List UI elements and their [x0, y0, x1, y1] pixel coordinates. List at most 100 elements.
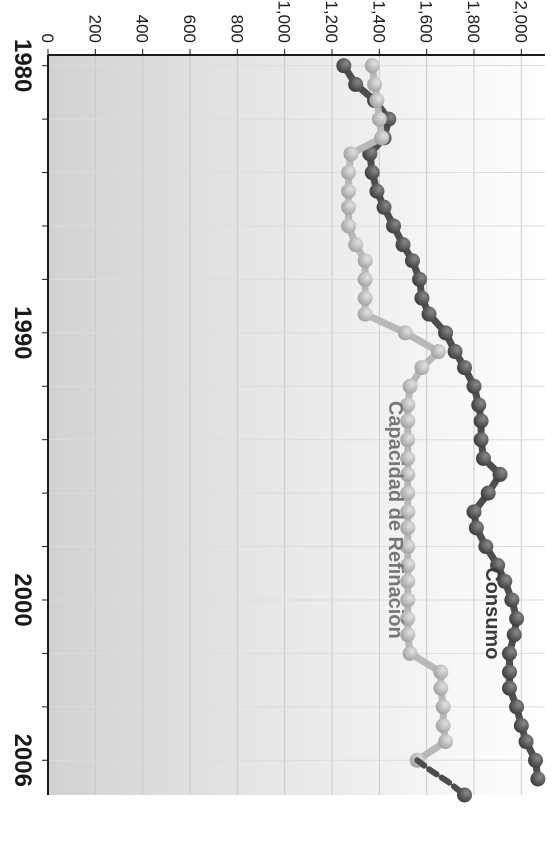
- data-point-consumo: [468, 520, 484, 536]
- data-point-capacidad: [357, 271, 373, 287]
- data-point-capacidad: [341, 183, 357, 199]
- data-point-consumo: [513, 718, 529, 734]
- data-point-consumo: [518, 734, 534, 750]
- data-point-consumo: [502, 645, 517, 661]
- data-point-capacidad: [431, 344, 446, 360]
- data-point-consumo: [457, 360, 473, 376]
- data-point-capacidad: [400, 413, 416, 429]
- data-point-consumo: [506, 627, 522, 643]
- data-point-capacidad: [341, 199, 357, 215]
- data-point-capacidad: [400, 397, 416, 413]
- data-point-capacidad: [400, 432, 416, 448]
- data-point-capacidad: [400, 485, 416, 501]
- data-point-capacidad: [341, 165, 357, 181]
- y-tick-label: 1,200: [322, 0, 341, 43]
- data-point-capacidad: [402, 378, 418, 394]
- data-point-consumo: [509, 699, 525, 715]
- data-point-consumo: [502, 680, 517, 696]
- plot-area: [48, 55, 545, 795]
- data-point-consumo: [395, 237, 411, 253]
- x-tick-label: 1980: [9, 39, 36, 92]
- x-tick-label: 2000: [9, 573, 36, 626]
- data-point-consumo: [376, 199, 392, 215]
- data-point-capacidad: [433, 664, 449, 680]
- data-point-consumo: [364, 165, 380, 181]
- data-point-capacidad: [371, 111, 387, 127]
- data-point-consumo: [466, 378, 482, 394]
- data-point-capacidad: [400, 627, 416, 643]
- series-line-projection: [414, 757, 468, 798]
- data-point-capacidad: [357, 290, 373, 306]
- data-point-consumo: [478, 539, 494, 555]
- data-point-consumo: [362, 146, 378, 162]
- data-point-consumo: [504, 592, 520, 608]
- data-point-consumo: [473, 432, 489, 448]
- data-point-consumo: [404, 253, 420, 269]
- x-tick-label: 1990: [9, 306, 36, 359]
- data-point-capacidad: [433, 680, 449, 696]
- y-tick-label: 1,400: [369, 0, 388, 43]
- data-point-consumo: [348, 76, 364, 92]
- y-tick-label: 800: [227, 15, 246, 43]
- data-point-consumo: [412, 271, 428, 287]
- data-point-consumo: [369, 183, 385, 199]
- data-point-capacidad: [435, 699, 451, 715]
- data-point-capacidad: [400, 573, 416, 589]
- series-line-capacidad: [345, 62, 450, 764]
- data-point-consumo: [471, 397, 487, 413]
- data-point-consumo: [530, 771, 546, 787]
- data-point-capacidad: [357, 306, 373, 322]
- data-point-capacidad: [438, 734, 454, 750]
- data-point-consumo: [336, 58, 352, 74]
- data-point-capacidad: [369, 92, 385, 108]
- y-tick-label: 2,000: [511, 0, 530, 43]
- data-point-capacidad: [402, 645, 418, 661]
- data-point-consumo: [438, 325, 454, 341]
- data-point-capacidad: [348, 237, 364, 253]
- data-point-consumo: [386, 218, 402, 234]
- annotation-consumo: Consumo: [481, 567, 503, 659]
- data-point-capacidad: [400, 504, 416, 520]
- data-point-capacidad: [435, 718, 451, 734]
- data-point-capacidad: [367, 76, 383, 92]
- data-point-capacidad: [364, 58, 380, 74]
- y-tick-label: 600: [180, 15, 199, 43]
- y-tick-label: 400: [133, 15, 152, 43]
- data-point-consumo: [447, 344, 463, 360]
- y-tick-label: 1,600: [417, 0, 436, 43]
- data-point-consumo: [528, 752, 544, 768]
- data-point-capacidad: [400, 450, 416, 466]
- data-point-capacidad: [400, 466, 416, 482]
- y-tick-label: 1,800: [464, 0, 483, 43]
- data-point-capacidad: [400, 611, 416, 627]
- data-point-capacidad: [400, 520, 416, 536]
- data-point-consumo: [421, 306, 437, 322]
- y-tick-label: 1,000: [275, 0, 294, 43]
- data-point-capacidad: [400, 557, 416, 573]
- data-point-capacidad: [400, 539, 416, 555]
- data-point-consumo: [480, 485, 496, 501]
- y-tick-label: 0: [38, 34, 57, 43]
- data-point-consumo: [492, 466, 508, 482]
- data-point-consumo: [502, 664, 517, 680]
- data-point-consumo: [475, 450, 491, 466]
- data-point-consumo: [490, 557, 506, 573]
- data-point-capacidad: [414, 360, 430, 376]
- data-point-capacidad: [357, 253, 373, 269]
- data-point-consumo: [473, 413, 489, 429]
- x-tick-label: 2006: [9, 734, 36, 787]
- annotation-capacidad: Capacidad de Refinación: [384, 401, 406, 639]
- data-point-capacidad: [374, 130, 390, 146]
- data-point-capacidad: [397, 325, 413, 341]
- data-point-projection: [457, 787, 473, 803]
- y-tick-label: 200: [85, 15, 104, 43]
- data-point-capacidad: [341, 218, 357, 234]
- data-point-capacidad: [343, 146, 359, 162]
- data-point-consumo: [466, 504, 482, 520]
- data-point-consumo: [497, 573, 513, 589]
- data-point-consumo: [414, 290, 430, 306]
- data-point-consumo: [509, 611, 525, 627]
- data-point-capacidad: [400, 592, 416, 608]
